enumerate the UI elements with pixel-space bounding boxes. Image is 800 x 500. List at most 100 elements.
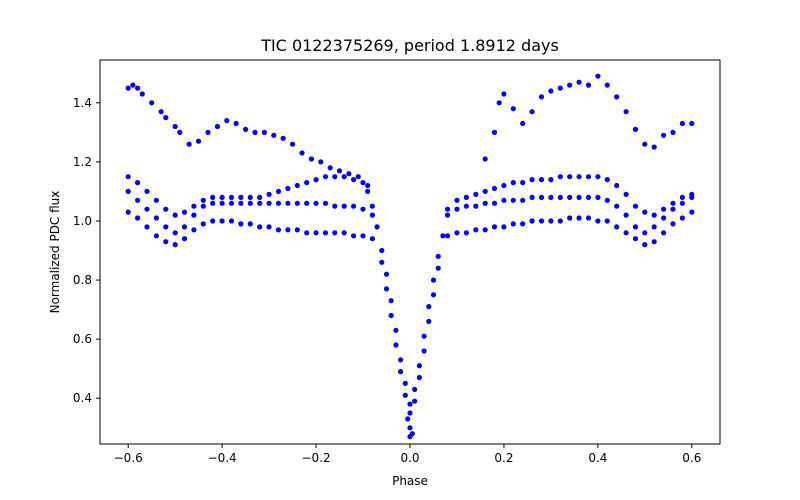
data-point [177, 129, 183, 135]
data-point [285, 200, 291, 206]
data-point [172, 212, 178, 218]
data-point [482, 227, 488, 233]
data-point [670, 206, 676, 212]
data-point [219, 194, 225, 200]
data-point [341, 203, 347, 209]
data-point [360, 180, 366, 186]
data-point [482, 188, 488, 194]
data-point [670, 200, 676, 206]
data-point [144, 188, 150, 194]
data-point [341, 230, 347, 236]
data-point [261, 129, 267, 135]
data-point [275, 227, 282, 233]
data-point [529, 218, 535, 224]
data-point [125, 209, 131, 215]
data-point [191, 212, 197, 218]
data-point [661, 230, 667, 236]
data-point [144, 224, 150, 230]
data-point [412, 386, 418, 392]
data-point [153, 233, 159, 239]
data-point [496, 100, 502, 106]
data-point [181, 236, 188, 242]
data-point [520, 221, 526, 227]
data-point [247, 200, 253, 206]
data-point [294, 227, 300, 233]
data-point [351, 177, 357, 183]
data-point [355, 174, 361, 180]
data-point [172, 242, 178, 248]
data-point [360, 206, 366, 212]
data-point [172, 230, 178, 236]
data-point [585, 174, 592, 180]
data-point [421, 348, 427, 354]
data-point [557, 218, 563, 224]
data-point [153, 197, 159, 203]
data-point [351, 233, 357, 239]
data-point [228, 218, 235, 224]
data-point [689, 194, 695, 200]
data-point [557, 194, 563, 200]
data-point [228, 194, 235, 200]
data-point [322, 200, 329, 206]
data-point [604, 218, 610, 224]
data-point [529, 177, 535, 183]
data-point [313, 177, 319, 183]
data-point [430, 277, 437, 283]
data-point [275, 200, 282, 206]
data-point [398, 357, 404, 363]
data-point [346, 171, 352, 177]
data-point [670, 221, 676, 227]
data-point [407, 425, 413, 431]
data-point [642, 141, 648, 147]
chart-title: TIC 0122375269, period 1.8912 days [260, 36, 559, 55]
data-point [374, 224, 380, 230]
data-point [614, 94, 620, 100]
data-point [651, 224, 657, 230]
data-point [510, 221, 516, 227]
data-point [125, 85, 131, 91]
data-point [294, 200, 300, 206]
data-point [407, 434, 413, 440]
data-point [416, 374, 422, 381]
data-point [642, 242, 648, 248]
data-point [388, 312, 394, 319]
data-point [445, 212, 451, 218]
data-point [548, 194, 554, 200]
data-point [661, 215, 667, 221]
x-tick-label: 0.0 [400, 451, 419, 465]
data-point [125, 188, 131, 194]
data-point [435, 265, 441, 271]
data-point [463, 230, 469, 236]
data-point [238, 194, 244, 200]
data-point [576, 174, 582, 180]
data-point [200, 197, 206, 203]
data-point [200, 221, 206, 227]
y-tick-label: 1.4 [73, 96, 92, 110]
data-point [379, 247, 385, 254]
data-point [322, 230, 329, 236]
data-point [407, 410, 413, 416]
data-point [285, 227, 291, 233]
data-point [576, 215, 582, 221]
data-point [651, 239, 657, 245]
data-point [238, 221, 244, 227]
data-point [327, 165, 333, 171]
x-tick-label: 0.2 [494, 451, 513, 465]
data-point [501, 197, 507, 203]
data-point [501, 224, 507, 230]
data-point [139, 91, 145, 97]
data-point [383, 271, 390, 277]
data-point [529, 109, 535, 115]
data-point [228, 200, 235, 206]
data-point [257, 200, 263, 206]
data-point [135, 180, 141, 186]
data-point [604, 82, 610, 88]
data-point [440, 233, 446, 239]
data-point [510, 180, 516, 186]
data-point [642, 209, 648, 215]
data-point [454, 206, 460, 212]
data-point [290, 141, 296, 147]
data-point [163, 239, 169, 245]
data-point [679, 194, 686, 200]
